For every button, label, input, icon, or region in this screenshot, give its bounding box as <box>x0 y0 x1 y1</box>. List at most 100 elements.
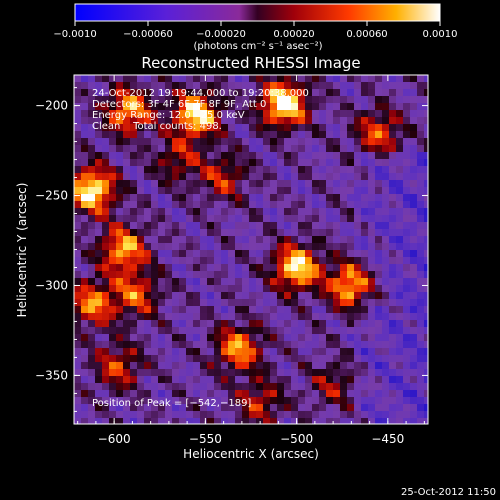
heatmap-cell <box>123 208 131 216</box>
heatmap-cell <box>284 278 292 286</box>
heatmap-cell <box>95 208 103 216</box>
heatmap-cell <box>347 320 355 328</box>
heatmap-cell <box>277 173 285 181</box>
heatmap-cell <box>200 75 208 83</box>
heatmap-cell <box>298 208 306 216</box>
heatmap-cell <box>74 264 82 272</box>
heatmap-cell <box>417 320 425 328</box>
heatmap-cell <box>319 131 327 139</box>
heatmap-cell <box>102 341 110 349</box>
heatmap-cell <box>172 215 180 223</box>
heatmap-cell <box>403 117 411 125</box>
heatmap-cell <box>151 215 159 223</box>
heatmap-cell <box>347 222 355 230</box>
heatmap-cell <box>263 145 271 153</box>
heatmap-cell <box>340 362 348 370</box>
heatmap-cell <box>305 131 313 139</box>
heatmap-cell <box>186 180 194 188</box>
heatmap-cell <box>417 75 425 83</box>
heatmap-cell <box>368 334 376 342</box>
heatmap-cell <box>151 257 159 265</box>
heatmap-cell <box>312 369 320 377</box>
heatmap-cell <box>228 159 236 167</box>
heatmap-cell <box>284 145 292 153</box>
heatmap-cell <box>312 341 320 349</box>
heatmap-cell <box>116 383 124 391</box>
heatmap-cell <box>424 320 428 328</box>
heatmap-cell <box>158 313 166 321</box>
heatmap-cell <box>214 264 222 272</box>
heatmap-cell <box>403 250 411 258</box>
heatmap-cell <box>389 117 397 125</box>
heatmap-cell <box>410 138 418 146</box>
heatmap-cell <box>270 404 278 412</box>
heatmap-cell <box>305 229 313 237</box>
heatmap-cell <box>389 264 397 272</box>
heatmap-cell <box>256 187 264 195</box>
heatmap-cell <box>298 334 306 342</box>
heatmap-cell <box>165 292 173 300</box>
heatmap-cell <box>298 390 306 398</box>
heatmap-cell <box>158 201 166 209</box>
heatmap-cell <box>389 383 397 391</box>
heatmap-cell <box>172 194 180 202</box>
heatmap-cell <box>319 390 327 398</box>
heatmap-cell <box>375 341 383 349</box>
heatmap-cell <box>137 390 145 398</box>
heatmap-cell <box>249 236 257 244</box>
heatmap-cell <box>249 159 257 167</box>
heatmap-cell <box>123 271 131 279</box>
heatmap-cell <box>368 243 376 251</box>
heatmap-cell <box>81 383 89 391</box>
heatmap-cell <box>312 194 320 202</box>
heatmap-cell <box>165 362 173 370</box>
heatmap-cell <box>340 166 348 174</box>
heatmap-cell <box>263 103 271 111</box>
heatmap-cell <box>424 131 428 139</box>
heatmap-cell <box>312 320 320 328</box>
heatmap-cell <box>305 292 313 300</box>
heatmap-cell <box>347 390 355 398</box>
heatmap-cell <box>424 229 428 237</box>
heatmap-cell <box>263 313 271 321</box>
heatmap-cell <box>207 278 215 286</box>
heatmap-cell <box>102 376 110 384</box>
heatmap-cell <box>144 222 152 230</box>
heatmap-cell <box>179 320 187 328</box>
heatmap-cell <box>340 397 348 405</box>
heatmap-cell <box>74 376 82 384</box>
heatmap-cell <box>109 96 117 104</box>
heatmap-cell <box>291 82 299 90</box>
heatmap-cell <box>389 327 397 335</box>
heatmap-cell <box>403 369 411 377</box>
heatmap-cell <box>389 215 397 223</box>
heatmap-cell <box>256 341 264 349</box>
heatmap-cell <box>347 145 355 153</box>
heatmap-cell <box>151 110 159 118</box>
heatmap-cell <box>263 390 271 398</box>
heatmap-cell <box>389 397 397 405</box>
heatmap-cell <box>249 117 257 125</box>
heatmap-cell <box>305 271 313 279</box>
heatmap-cell <box>319 271 327 279</box>
heatmap-cell <box>375 173 383 181</box>
heatmap-cell <box>277 271 285 279</box>
heatmap-cell <box>165 397 173 405</box>
heatmap-cell <box>382 117 390 125</box>
heatmap-cell <box>88 103 96 111</box>
heatmap-cell <box>396 138 404 146</box>
heatmap-cell <box>116 418 124 424</box>
heatmap-cell <box>207 285 215 293</box>
heatmap-cell <box>326 306 334 314</box>
heatmap-cell <box>319 313 327 321</box>
heatmap-cell <box>382 341 390 349</box>
heatmap-cell <box>417 173 425 181</box>
heatmap-cell <box>305 208 313 216</box>
heatmap-cell <box>263 334 271 342</box>
heatmap-cell <box>417 145 425 153</box>
heatmap-cell <box>396 327 404 335</box>
heatmap-cell <box>424 173 428 181</box>
heatmap-cell <box>123 285 131 293</box>
heatmap-cell <box>186 124 194 132</box>
heatmap-cell <box>130 89 138 97</box>
